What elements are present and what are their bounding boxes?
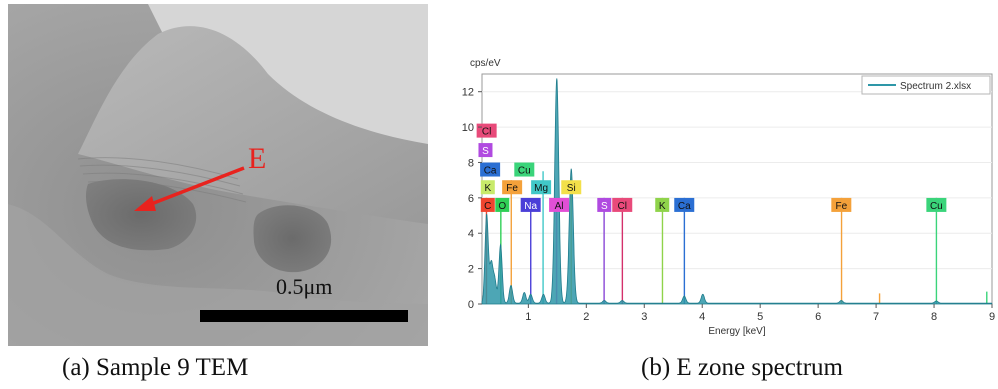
eds-spectrum-panel: Cl S Ca Cu K Fe Mg Si C O Na Al S Cl K Ca Fe Cu 0 2 4 6 8 10 12… xyxy=(438,50,998,348)
element-label-ca: Ca xyxy=(480,162,501,177)
element-label-si: Si xyxy=(561,180,582,195)
tem-micrograph-panel: E 0.5μm xyxy=(8,4,428,346)
element-label-box xyxy=(597,197,612,212)
element-label-text: Si xyxy=(567,183,576,194)
element-label-box xyxy=(514,162,535,177)
x-tick-label: 6 xyxy=(815,311,821,323)
element-label-text: K xyxy=(659,201,666,212)
element-label-box xyxy=(926,197,947,212)
element-label-box xyxy=(480,197,495,212)
element-label-s: S xyxy=(597,197,612,212)
element-label-box xyxy=(478,143,493,158)
element-label-c: C xyxy=(480,197,495,212)
element-label-text: Al xyxy=(555,201,564,212)
element-label-box xyxy=(480,162,501,177)
element-label-mg: Mg xyxy=(531,180,552,195)
caption-a: (a) Sample 9 TEM xyxy=(62,354,249,381)
element-label-s: S xyxy=(478,143,493,158)
scale-bar-label: 0.5μm xyxy=(276,274,333,299)
element-label-box xyxy=(495,197,510,212)
element-label-cl: Cl xyxy=(612,197,633,212)
element-label-cl: Cl xyxy=(476,123,497,138)
element-label-text: Ca xyxy=(484,166,497,177)
element-label-text: Cl xyxy=(618,201,627,212)
x-tick-label: 4 xyxy=(699,311,705,323)
element-label-text: K xyxy=(484,183,491,194)
element-label-text: Cl xyxy=(482,127,491,138)
element-label-o: O xyxy=(495,197,510,212)
element-label-box xyxy=(674,197,695,212)
zone-marker-label: E xyxy=(248,142,267,175)
element-label-text: Cu xyxy=(518,166,531,177)
y-tick-label: 4 xyxy=(468,228,474,240)
element-label-box xyxy=(831,197,852,212)
element-label-text: Mg xyxy=(534,183,548,194)
x-tick-label: 7 xyxy=(873,311,879,323)
x-axis-label: Energy [keV] xyxy=(708,326,765,337)
element-label-k: K xyxy=(480,180,495,195)
tem-micrograph xyxy=(8,4,428,346)
element-label-text: C xyxy=(484,201,491,212)
pointer-arrow xyxy=(145,166,245,208)
y-tick-label: 12 xyxy=(462,87,474,99)
element-label-text: S xyxy=(601,201,608,212)
x-tick-label: 2 xyxy=(583,311,589,323)
element-label-box xyxy=(561,180,582,195)
element-label-k: K xyxy=(655,197,670,212)
caption-b: (b) E zone spectrum xyxy=(641,354,844,381)
element-label-box xyxy=(655,197,670,212)
element-label-fe: Fe xyxy=(831,197,852,212)
scale-bar xyxy=(200,310,408,322)
element-label-box xyxy=(502,180,523,195)
element-label-fe: Fe xyxy=(502,180,523,195)
element-label-cu: Cu xyxy=(926,197,947,212)
x-tick-label: 8 xyxy=(931,311,937,323)
spectrum-curve xyxy=(481,78,993,305)
y-axis-label: cps/eV xyxy=(470,58,501,69)
element-label-text: O xyxy=(498,201,506,212)
y-tick-label: 8 xyxy=(468,157,474,169)
element-label-al: Al xyxy=(549,197,570,212)
legend-label: Spectrum 2.xlsx xyxy=(900,81,971,92)
element-label-box xyxy=(531,180,552,195)
element-label-text: Fe xyxy=(506,183,518,194)
x-tick-label: 3 xyxy=(641,311,647,323)
element-label-text: Ca xyxy=(678,201,691,212)
element-label-text: Na xyxy=(524,201,537,212)
element-label-text: Cu xyxy=(930,201,943,212)
x-tick-label: 1 xyxy=(525,311,531,323)
element-label-ca: Ca xyxy=(674,197,695,212)
element-label-cu: Cu xyxy=(514,162,535,177)
y-tick-label: 10 xyxy=(462,122,474,134)
x-tick-label: 5 xyxy=(757,311,763,323)
element-label-box xyxy=(612,197,633,212)
element-label-box xyxy=(480,180,495,195)
x-tick-label: 9 xyxy=(989,311,995,323)
element-label-text: S xyxy=(482,146,489,157)
element-label-na: Na xyxy=(520,197,541,212)
element-label-box xyxy=(549,197,570,212)
y-tick-label: 6 xyxy=(468,193,474,205)
element-label-text: Fe xyxy=(835,201,847,212)
legend-box xyxy=(861,75,991,95)
y-tick-label: 0 xyxy=(468,299,474,311)
y-tick-label: 2 xyxy=(468,264,474,276)
arrowhead xyxy=(134,196,156,211)
element-label-box xyxy=(520,197,541,212)
